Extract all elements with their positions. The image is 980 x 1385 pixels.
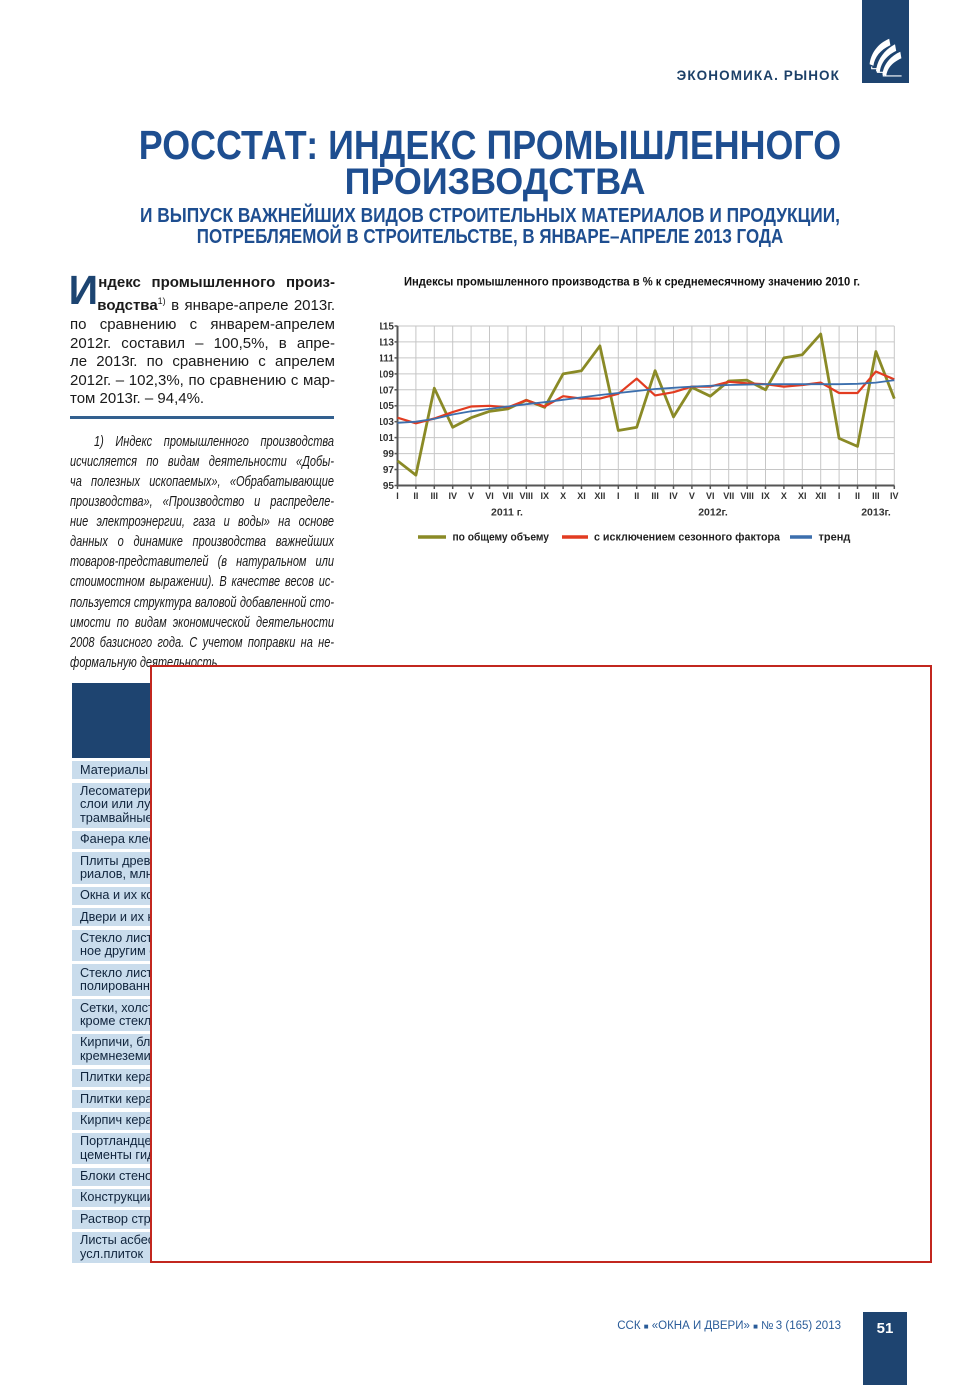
svg-text:X: X xyxy=(781,491,787,501)
svg-text:XII: XII xyxy=(815,491,826,501)
svg-text:XI: XI xyxy=(798,491,807,501)
svg-text:107: 107 xyxy=(380,385,394,396)
svg-text:V: V xyxy=(689,491,695,501)
svg-text:113: 113 xyxy=(380,337,394,348)
svg-text:II: II xyxy=(855,491,860,501)
svg-text:III: III xyxy=(872,491,880,501)
svg-text:105: 105 xyxy=(380,401,394,412)
svg-text:IV: IV xyxy=(448,491,457,501)
svg-text:2012г.: 2012г. xyxy=(698,507,728,519)
svg-text:I: I xyxy=(396,491,399,501)
svg-text:2013г.: 2013г. xyxy=(861,507,891,519)
svg-text:V: V xyxy=(468,491,474,501)
svg-text:XI: XI xyxy=(577,491,586,501)
svg-text:с исключением сезонного фактор: с исключением сезонного фактора xyxy=(594,532,781,544)
svg-text:VIII: VIII xyxy=(520,491,534,501)
svg-text:101: 101 xyxy=(380,433,394,444)
svg-text:IX: IX xyxy=(540,491,549,501)
svg-text:XII: XII xyxy=(594,491,605,501)
svg-text:II: II xyxy=(413,491,418,501)
svg-text:IX: IX xyxy=(761,491,770,501)
svg-text:VII: VII xyxy=(502,491,513,501)
svg-text:III: III xyxy=(431,491,439,501)
svg-text:95: 95 xyxy=(383,481,395,492)
svg-text:IV: IV xyxy=(669,491,678,501)
svg-text:VI: VI xyxy=(485,491,494,501)
svg-text:VI: VI xyxy=(706,491,715,501)
svg-text:II: II xyxy=(634,491,639,501)
svg-text:тренд: тренд xyxy=(819,532,851,544)
svg-text:по общему объему: по общему объему xyxy=(453,532,550,544)
svg-text:Индексы промышленного производ: Индексы промышленного производства в % к… xyxy=(404,275,860,289)
svg-text:X: X xyxy=(560,491,566,501)
svg-text:I: I xyxy=(617,491,620,501)
svg-text:IV: IV xyxy=(890,491,899,501)
svg-text:111: 111 xyxy=(380,353,394,364)
svg-text:99: 99 xyxy=(383,449,395,460)
svg-text:103: 103 xyxy=(380,417,394,428)
svg-text:97: 97 xyxy=(383,465,395,476)
svg-text:109: 109 xyxy=(380,369,394,380)
svg-text:III: III xyxy=(651,491,659,501)
svg-text:VII: VII xyxy=(723,491,734,501)
svg-text:115: 115 xyxy=(380,322,394,333)
svg-text:2011 г.: 2011 г. xyxy=(491,507,523,519)
svg-text:VIII: VIII xyxy=(740,491,754,501)
svg-text:I: I xyxy=(838,491,841,501)
